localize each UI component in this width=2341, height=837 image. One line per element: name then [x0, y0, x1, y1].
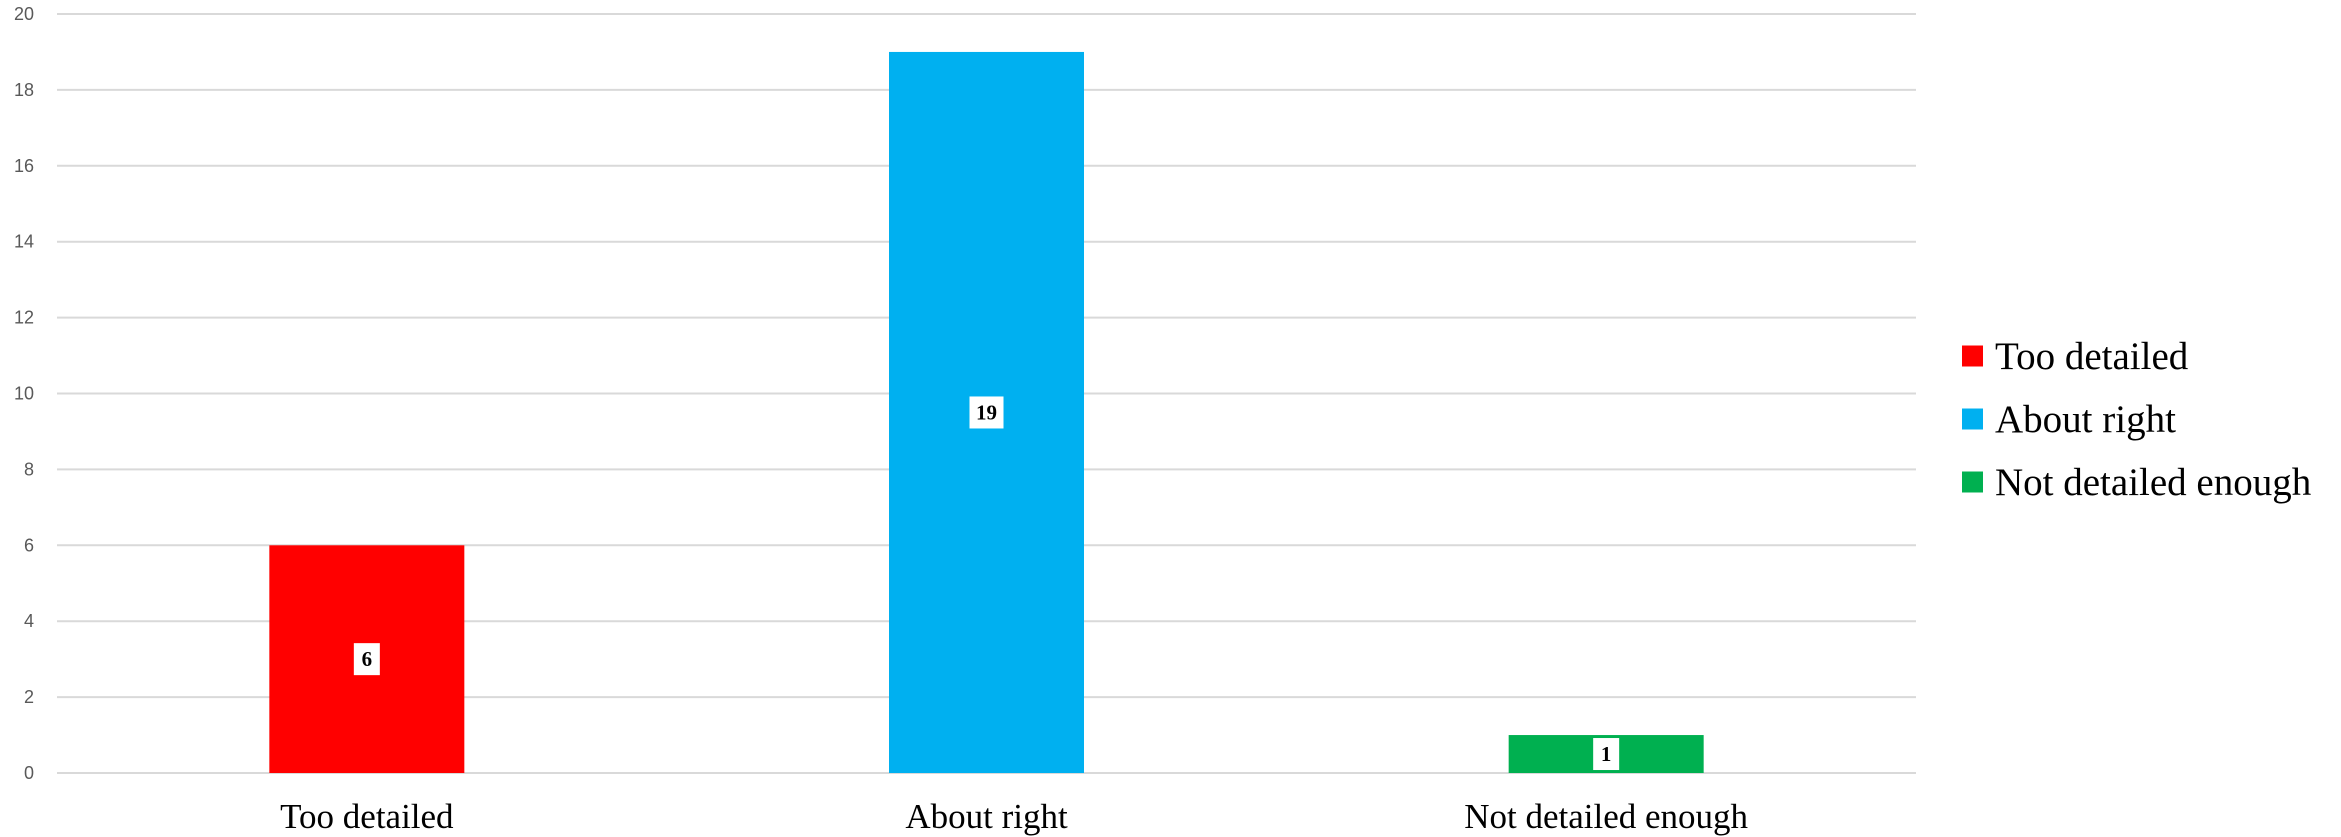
data-label-box: [969, 396, 1004, 429]
legend-swatch: [1962, 471, 1983, 493]
x-category-label: About right: [905, 797, 1068, 836]
data-label: 19: [976, 400, 997, 424]
legend-swatch: [1962, 408, 1983, 430]
y-axis-ticks: 0 2 4 6 8 10 12 14 16 18 20: [14, 4, 34, 783]
y-tick-label: 16: [14, 156, 34, 176]
y-tick-label: 4: [24, 611, 34, 631]
legend-label: Not detailed enough: [1995, 461, 2311, 504]
y-tick-label: 2: [24, 687, 34, 707]
legend-swatch: [1962, 345, 1983, 367]
y-tick-label: 12: [14, 308, 34, 328]
data-label-box: [1593, 738, 1620, 771]
y-tick-label: 20: [14, 4, 34, 24]
y-tick-label: 14: [14, 232, 34, 252]
x-category-label: Too detailed: [280, 797, 454, 836]
y-tick-label: 18: [14, 80, 34, 100]
y-tick-label: 6: [24, 535, 34, 555]
legend-label: Too detailed: [1995, 335, 2189, 378]
data-labels: 6 19 1: [353, 396, 1620, 771]
data-label: 1: [1601, 742, 1612, 766]
legend-label: About right: [1995, 398, 2176, 441]
y-tick-label: 10: [14, 384, 34, 404]
y-tick-label: 8: [24, 459, 34, 479]
y-tick-label: 0: [24, 763, 34, 783]
x-axis-categories: Too detailed About right Not detailed enou…: [280, 797, 1748, 836]
data-label-box: [353, 643, 380, 676]
legend: Too detailed About right Not detailed enou…: [1962, 335, 2311, 504]
x-category-label: Not detailed enough: [1464, 797, 1748, 836]
data-label: 6: [362, 647, 373, 671]
